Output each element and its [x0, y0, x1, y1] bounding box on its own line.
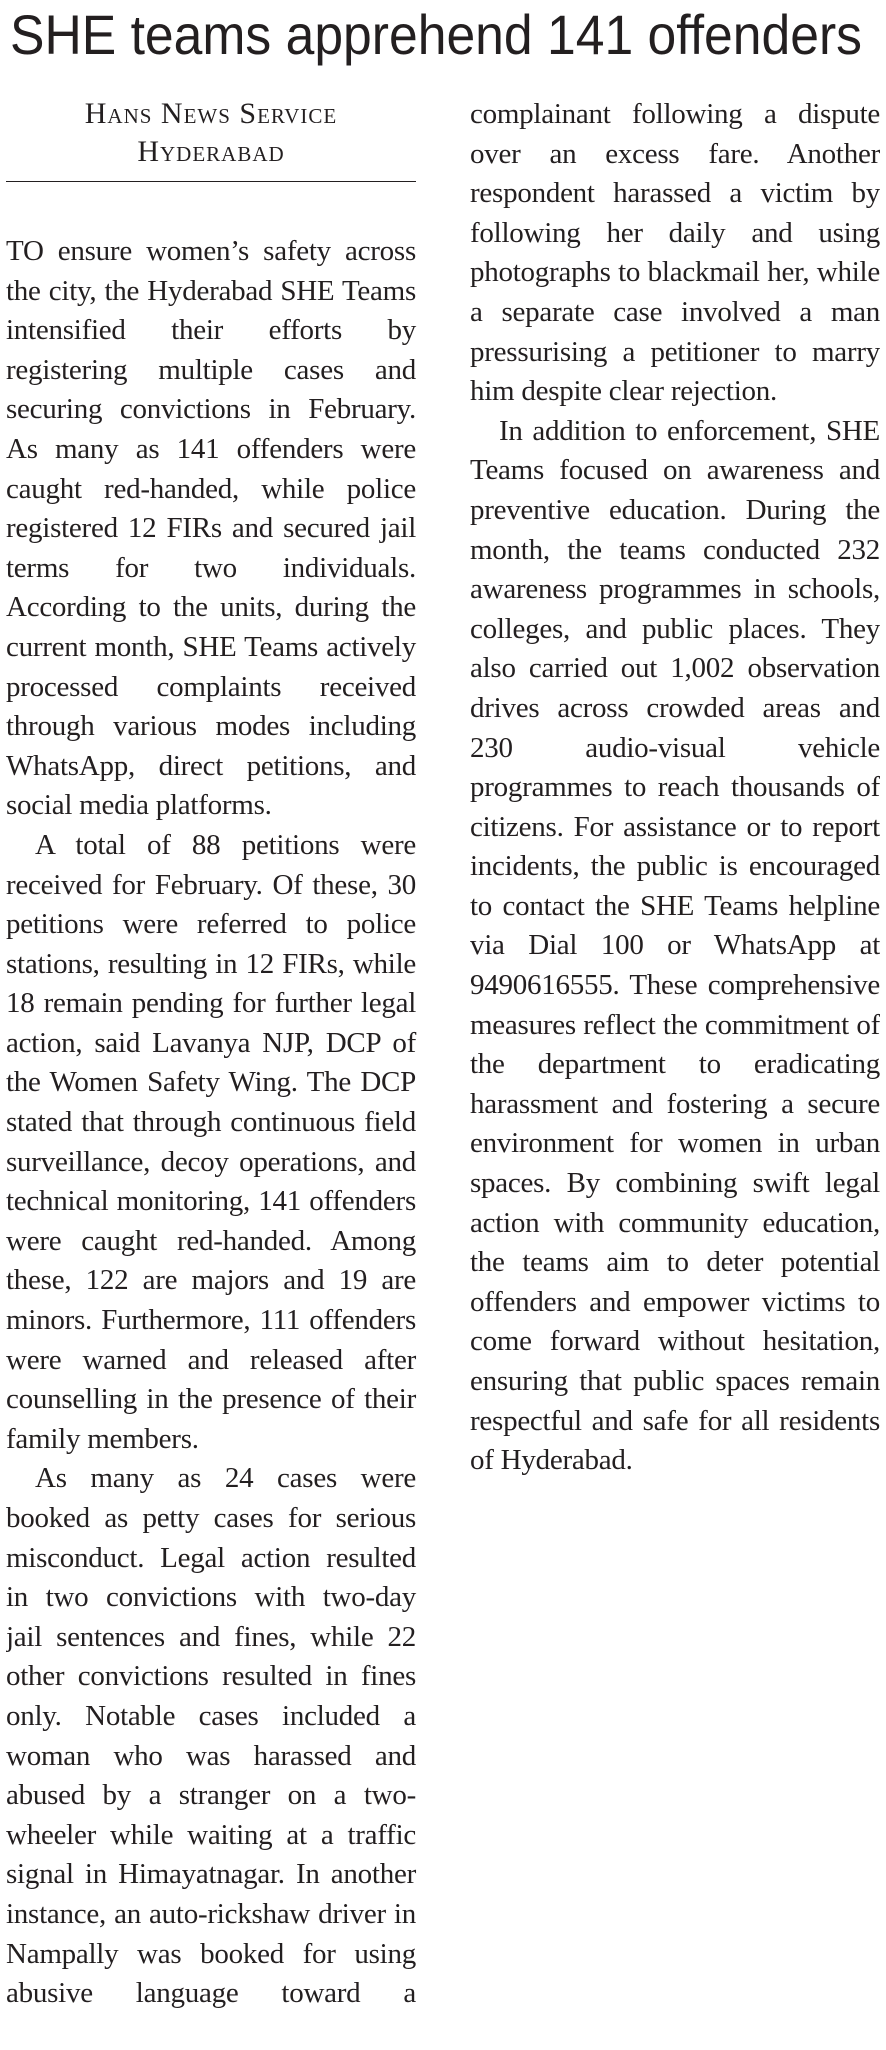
byline-agency: Hans News Service	[84, 97, 338, 130]
byline: Hans News Service Hyderabad	[6, 95, 416, 182]
paragraph: As many as 24 cases were booked as petty…	[6, 98, 880, 2010]
paragraphs: TO ensure women’s safety across the city…	[6, 95, 880, 2045]
article-body: Hans News Service Hyderabad TO ensure wo…	[6, 95, 880, 2045]
headline-box: SHE teams apprehend 141 offenders	[10, 3, 862, 66]
paragraph: A total of 88 petitions were received fo…	[6, 828, 416, 1455]
paragraph: In addition to enforcement, SHE Teams fo…	[470, 414, 880, 1477]
headline: SHE teams apprehend 141 offenders	[10, 3, 862, 66]
byline-location: Hyderabad	[137, 135, 285, 168]
paragraph: TO ensure women’s safety across the city…	[6, 235, 416, 822]
